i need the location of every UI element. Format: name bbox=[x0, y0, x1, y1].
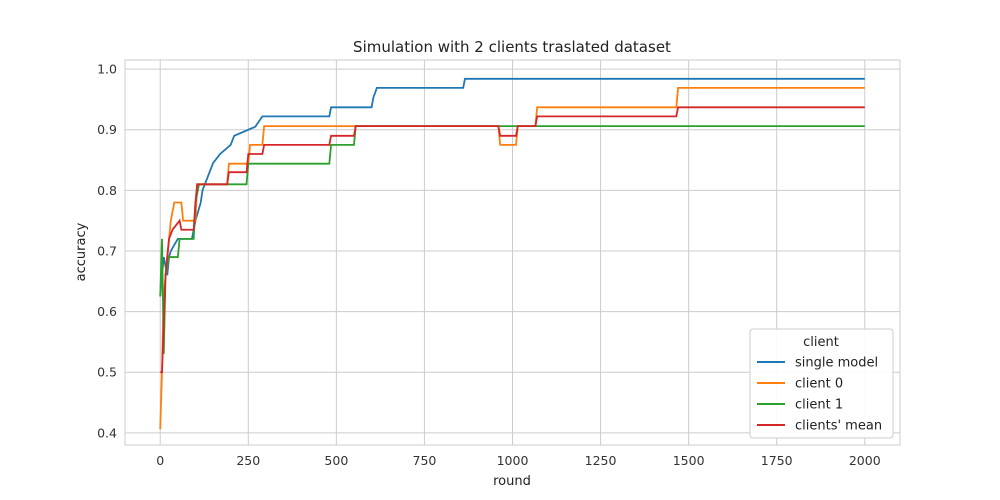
legend-item-single-model: single model bbox=[757, 356, 878, 371]
series-line-clients-mean bbox=[160, 106, 865, 374]
x-tick-label: 2000 bbox=[849, 453, 881, 468]
y-axis-label: accuracy bbox=[74, 222, 89, 281]
legend-item-client-0: client 0 bbox=[757, 377, 843, 392]
x-tick-label: 250 bbox=[236, 453, 260, 468]
x-tick-label: 750 bbox=[413, 453, 437, 468]
tick-labels: 0 250 500 750 1000 1250 1500 1750 2000 0.4 0.5 0.6 0… bbox=[97, 62, 881, 468]
legend-item-clients-mean: clients' mean bbox=[757, 419, 882, 434]
legend-box bbox=[749, 328, 894, 439]
y-tick-label: 1.0 bbox=[97, 62, 117, 77]
series-layer bbox=[159, 77, 865, 430]
legend: client single model client 0 client 1 clien… bbox=[749, 328, 894, 439]
y-tick-label: 0.4 bbox=[97, 425, 117, 440]
legend-label: client 1 bbox=[795, 398, 843, 413]
x-tick-label: 1000 bbox=[497, 453, 529, 468]
x-tick-label: 1250 bbox=[585, 453, 617, 468]
legend-item-client-1: client 1 bbox=[757, 398, 843, 413]
x-tick-label: 500 bbox=[324, 453, 348, 468]
x-axis-label: round bbox=[493, 474, 531, 489]
plot-frame bbox=[124, 59, 901, 446]
legend-title: client bbox=[803, 335, 839, 350]
y-tick-label: 0.9 bbox=[97, 122, 117, 137]
legend-label: client 0 bbox=[795, 377, 843, 392]
series-line-single-model bbox=[159, 77, 865, 297]
x-tick-label: 0 bbox=[156, 453, 164, 468]
y-tick-label: 0.8 bbox=[97, 183, 117, 198]
y-tick-label: 0.5 bbox=[97, 365, 117, 380]
x-tick-label: 1500 bbox=[673, 453, 705, 468]
x-tick-label: 1750 bbox=[761, 453, 793, 468]
legend-label: clients' mean bbox=[795, 419, 882, 434]
legend-label: single model bbox=[795, 356, 878, 371]
y-tick-label: 0.6 bbox=[97, 304, 117, 319]
chart-title: Simulation with 2 clients traslated data… bbox=[353, 38, 671, 56]
legend-items: single model client 0 client 1 clients' mea… bbox=[757, 356, 882, 434]
y-tick-label: 0.7 bbox=[97, 243, 117, 258]
